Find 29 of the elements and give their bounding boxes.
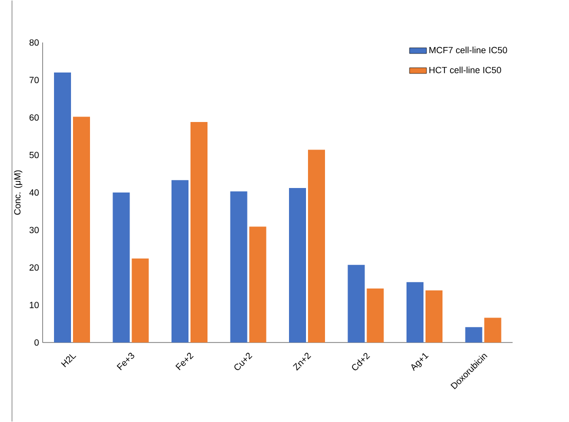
bar (230, 191, 248, 342)
bar (112, 192, 130, 342)
y-tick-label: 60 (30, 114, 39, 121)
bar (190, 122, 208, 342)
bar (172, 180, 189, 342)
bar (484, 318, 502, 342)
bar (348, 264, 365, 342)
bar (406, 282, 424, 342)
bar (72, 116, 90, 342)
y-tick-label: 80 (30, 39, 39, 46)
y-tick-label: 0 (34, 339, 39, 346)
bar (289, 188, 306, 342)
y-tick-label: 30 (29, 226, 39, 234)
bar (425, 290, 442, 342)
y-tick-label: 50 (29, 152, 39, 158)
y-tick-label: 20 (30, 264, 39, 271)
bar (132, 258, 149, 342)
bar (308, 150, 325, 342)
y-tick-label: 40 (29, 189, 39, 196)
y-tick-label: 70 (30, 76, 39, 84)
bar (366, 288, 384, 342)
legend-label: MCF7 cell-line IC50 (429, 46, 508, 54)
bar (54, 72, 72, 342)
legend-label: HCT cell-line IC50 (429, 66, 502, 74)
x-tick-label: H2L (60, 354, 76, 368)
bar (465, 327, 482, 342)
y-tick-label: 10 (30, 302, 39, 308)
y-axis-title: Conc. (μM) (14, 170, 22, 215)
bar (249, 226, 266, 342)
